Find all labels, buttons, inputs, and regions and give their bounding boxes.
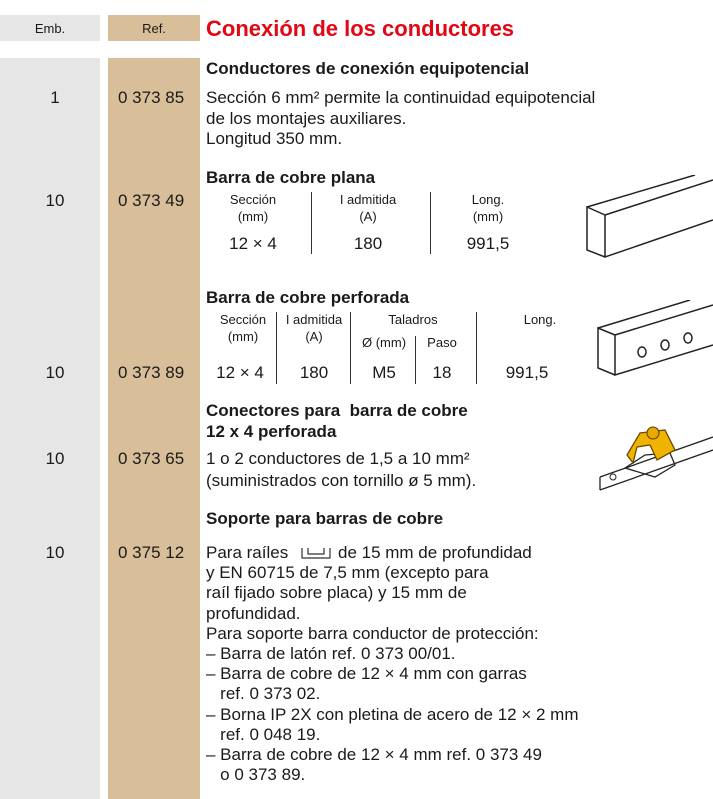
- emb: 1: [50, 88, 60, 107]
- text-line: ref. 0 373 02.: [206, 684, 321, 704]
- table-header: (A): [359, 209, 377, 224]
- emb: 10: [45, 363, 65, 382]
- table-value: M5: [372, 363, 396, 382]
- ref-header-bg: [108, 15, 200, 41]
- table-value: 12 × 4: [216, 363, 264, 382]
- item-title: Conductores de conexión equipotencial: [206, 59, 530, 78]
- text-line: – Borna IP 2X con pletina de acero de 12…: [206, 704, 579, 724]
- flat-bar-image: [586, 175, 713, 259]
- text-line: – Barra de cobre de 12 × 4 mm ref. 0 373…: [206, 745, 542, 764]
- table-value: 991,5: [466, 234, 510, 253]
- table-header: (mm): [227, 329, 259, 344]
- table-separator: [476, 312, 477, 384]
- rail-symbol: [301, 548, 331, 559]
- connector-image: [599, 426, 713, 491]
- emb: 10: [45, 449, 65, 468]
- table-separator: [430, 192, 431, 254]
- ref-column: [108, 58, 200, 799]
- table-value: 180: [299, 363, 329, 382]
- table-header: Long.: [471, 192, 505, 207]
- table-value: 180: [353, 234, 383, 253]
- text-line: Para soporte barra conductor de protecci…: [206, 623, 539, 643]
- perforated-bar-image: [597, 300, 713, 377]
- table-separator: [350, 312, 351, 384]
- table-separator: [415, 336, 416, 384]
- item-title: Conectores para barra de cobre: [206, 401, 468, 420]
- table-subheader: Paso: [427, 335, 457, 350]
- text-line: o 0 373 89.: [206, 765, 306, 785]
- table-header: (A): [305, 329, 323, 344]
- text-line: y EN 60715 de 7,5 mm (excepto para: [206, 563, 489, 583]
- ref: 0 375 12: [118, 543, 185, 562]
- ref-header: Ref.: [142, 21, 166, 36]
- text-line: – Barra de latón ref. 0 373 00/01.: [206, 644, 456, 663]
- text-line: profundidad.: [206, 603, 301, 623]
- text-line: de 15 mm de profundidad: [338, 543, 532, 562]
- text-line: (suministrados con tornillo ø 5 mm).: [206, 471, 477, 490]
- table-header: (mm): [472, 209, 504, 224]
- table-subheader: Ø (mm): [361, 335, 407, 350]
- text-line: Sección 6 mm² permite la continuidad equ…: [206, 88, 596, 107]
- item-title: 12 x 4 perforada: [206, 422, 337, 441]
- item-title: Barra de cobre perforada: [206, 288, 410, 307]
- table-header: Sección: [229, 192, 277, 207]
- ref: 0 373 65: [118, 449, 185, 468]
- table-value: 12 × 4: [229, 234, 277, 253]
- text-line: Longitud 350 mm.: [206, 129, 343, 148]
- ref: 0 373 85: [118, 88, 185, 107]
- table-separator: [276, 312, 277, 384]
- table-header: (mm): [237, 209, 269, 224]
- emb: 10: [45, 191, 65, 210]
- text-line: Para raíles: [206, 543, 289, 562]
- emb-header: Emb.: [34, 21, 66, 36]
- text-line: raíl fijado sobre placa) y 15 mm de: [206, 583, 467, 603]
- ref: 0 373 49: [118, 191, 185, 210]
- table-header: Taladros: [388, 312, 438, 327]
- ref: 0 373 89: [118, 363, 185, 382]
- text-line: ref. 0 048 19.: [206, 724, 321, 744]
- emb: 10: [45, 543, 65, 562]
- table-header: I admitida: [339, 192, 397, 207]
- text-line: 1 o 2 conductores de 1,5 a 10 mm²: [206, 449, 470, 468]
- table-separator: [311, 192, 312, 254]
- item-title: Barra de cobre plana: [206, 168, 376, 187]
- text-line: – Barra de cobre de 12 × 4 mm con garras: [206, 664, 527, 684]
- table-header: Long.: [523, 312, 557, 327]
- item-title: Soporte para barras de cobre: [206, 509, 444, 528]
- table-value: 18: [432, 363, 452, 382]
- text-line: de los montajes auxiliares.: [206, 109, 407, 128]
- table-header: I admitida: [285, 312, 343, 327]
- table-value: 991,5: [505, 363, 549, 382]
- emb-header-bg: [0, 15, 100, 41]
- table-header: Sección: [219, 312, 267, 327]
- emb-column: [0, 58, 100, 799]
- page-title: Conexión de los conductores: [206, 16, 515, 41]
